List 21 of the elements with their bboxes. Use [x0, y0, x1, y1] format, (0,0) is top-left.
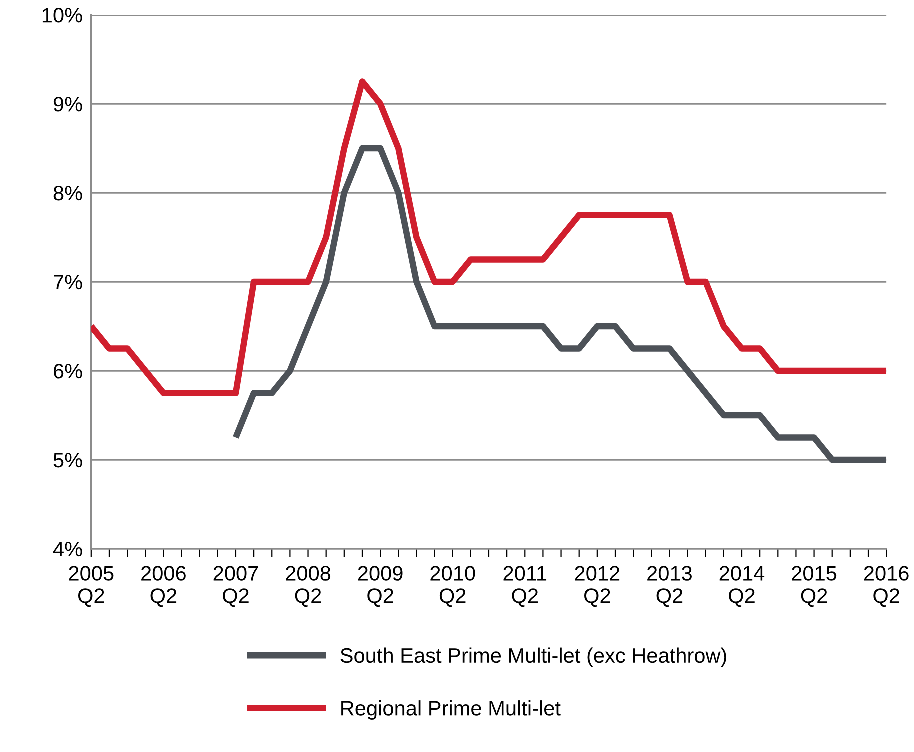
- y-tick-label: 7%: [54, 275, 82, 290]
- x-tick-label: 2012 Q2: [575, 566, 620, 608]
- y-tick-label: 6%: [54, 364, 82, 379]
- x-tick-label: 2013 Q2: [648, 566, 692, 608]
- y-tick-label: 5%: [54, 453, 82, 468]
- y-tick-label: 9%: [54, 97, 82, 112]
- x-tick-label: 2015 Q2: [792, 566, 837, 608]
- x-tick-label: 2016 Q2: [864, 566, 909, 608]
- legend-label: South East Prime Multi-let (exc Heathrow): [340, 648, 726, 668]
- legend-label: Regional Prime Multi-let: [342, 700, 561, 720]
- x-tick-label: 2009 Q2: [358, 566, 403, 608]
- y-tick-label: 4%: [53, 542, 82, 557]
- x-tick-label: 2014 Q2: [720, 566, 765, 608]
- x-tick-label: 2008 Q2: [286, 566, 331, 608]
- x-tick-label: 2010 Q2: [430, 566, 476, 608]
- x-tick-label: 2005 Q2: [69, 566, 114, 608]
- x-tick-label: 2006 Q2: [142, 566, 186, 608]
- y-tick-label: 10%: [42, 8, 82, 23]
- x-tick-label: 2007 Q2: [214, 566, 258, 608]
- y-tick-label: 8%: [54, 186, 82, 201]
- x-tick-label: 2011 Q2: [504, 566, 547, 608]
